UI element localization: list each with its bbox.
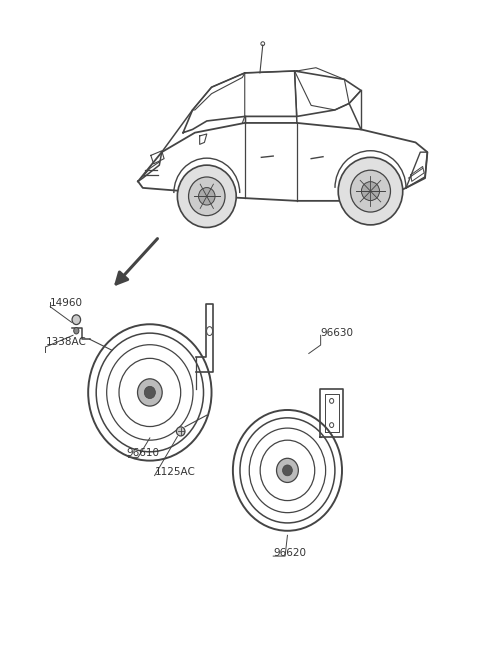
- Ellipse shape: [350, 170, 390, 212]
- Ellipse shape: [276, 458, 299, 483]
- Text: 14960: 14960: [50, 298, 83, 309]
- Ellipse shape: [338, 157, 403, 225]
- Ellipse shape: [330, 422, 334, 428]
- Ellipse shape: [177, 427, 185, 436]
- Ellipse shape: [144, 386, 156, 399]
- Text: 96610: 96610: [126, 447, 159, 458]
- Ellipse shape: [72, 315, 81, 325]
- Ellipse shape: [361, 181, 380, 200]
- Ellipse shape: [137, 379, 162, 406]
- Ellipse shape: [330, 398, 334, 403]
- Ellipse shape: [233, 410, 342, 531]
- Text: 96620: 96620: [273, 548, 306, 558]
- Text: 1125AC: 1125AC: [155, 467, 195, 477]
- Ellipse shape: [189, 177, 225, 215]
- Ellipse shape: [178, 165, 236, 227]
- Ellipse shape: [283, 465, 292, 476]
- Ellipse shape: [74, 328, 79, 334]
- Ellipse shape: [206, 327, 213, 335]
- Text: 96630: 96630: [321, 328, 354, 337]
- Ellipse shape: [88, 324, 212, 460]
- Ellipse shape: [199, 187, 215, 205]
- Text: 1338AC: 1338AC: [46, 337, 86, 347]
